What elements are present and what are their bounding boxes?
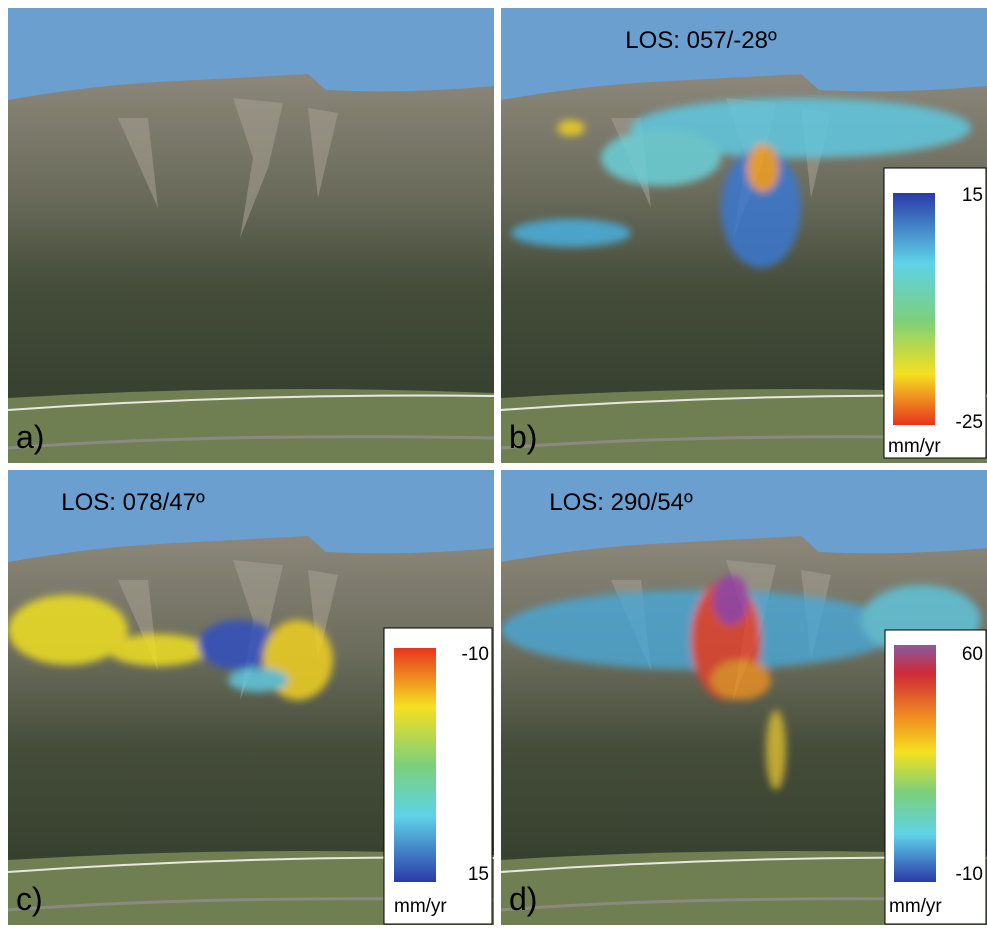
colorbar-unit: mm/yr bbox=[889, 896, 942, 917]
panel-a: a) bbox=[8, 8, 494, 463]
panel-label: b) bbox=[509, 419, 537, 455]
colorbar-unit: mm/yr bbox=[394, 896, 447, 917]
colorbar-max: 60 bbox=[962, 644, 983, 665]
colorbar-max: 15 bbox=[962, 185, 983, 206]
colorbar-min: 15 bbox=[468, 864, 489, 885]
colorbar-unit: mm/yr bbox=[888, 436, 941, 457]
image: LOS: 290/54º 60 -10 mm/yr d) bbox=[501, 470, 987, 925]
panel-d: LOS: 290/54º 60 -10 mm/yr d) bbox=[501, 470, 987, 925]
panel-label: a) bbox=[16, 419, 44, 455]
panel-b: LOS: 057/-28º 15 -25 mm/yr b) bbox=[501, 8, 987, 463]
figure: a) LOS: 057/-28º 15 -25 mm/yr b) LOS: 07… bbox=[0, 0, 987, 931]
panel-label: c) bbox=[16, 881, 43, 917]
image: LOS: 078/47º -10 15 mm/yr c) bbox=[8, 470, 494, 925]
panel-label: d) bbox=[509, 881, 537, 917]
image: LOS: 057/-28º 15 -25 mm/yr b) bbox=[501, 8, 987, 463]
title: LOS: 057/-28º bbox=[625, 27, 777, 54]
title: LOS: 078/47º bbox=[61, 489, 205, 516]
title: LOS: 290/54º bbox=[549, 489, 693, 516]
colorbar-min: -25 bbox=[956, 412, 983, 433]
colorbar-max: -10 bbox=[462, 644, 489, 665]
colorbar-min: -10 bbox=[956, 864, 983, 885]
image: a) bbox=[8, 8, 494, 463]
panel-c: LOS: 078/47º -10 15 mm/yr c) bbox=[8, 470, 494, 925]
